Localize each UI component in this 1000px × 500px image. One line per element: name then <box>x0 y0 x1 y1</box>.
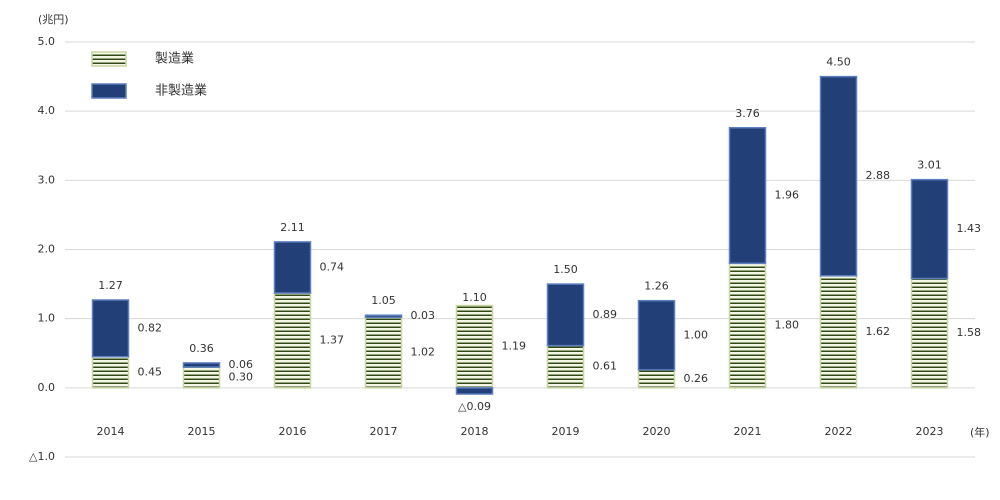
value-label: △0.09 <box>458 400 491 413</box>
y-axis-label: (兆円) <box>38 13 69 26</box>
x-tick-label: 2014 <box>97 425 125 438</box>
bar-segment <box>182 362 221 368</box>
x-tick-label: 2016 <box>279 425 307 438</box>
bar-segment <box>910 277 949 389</box>
bar-segment <box>273 292 312 389</box>
bar-segment <box>364 316 403 389</box>
x-tick-label: 2021 <box>734 425 762 438</box>
x-tick-label: 2023 <box>916 425 944 438</box>
total-label: 3.01 <box>917 159 942 172</box>
value-label: 0.06 <box>229 358 254 371</box>
value-label: 1.62 <box>866 325 891 338</box>
total-label: 2.11 <box>280 221 305 234</box>
bar-segment <box>182 366 221 389</box>
bar-segment <box>819 275 858 389</box>
bar-segment <box>91 299 130 358</box>
y-tick-label: 4.0 <box>38 104 56 117</box>
value-label: 0.26 <box>684 372 709 385</box>
bar-segment <box>910 178 949 280</box>
value-label: 0.03 <box>411 309 436 322</box>
y-tick-label: 1.0 <box>38 312 56 325</box>
total-label: 4.50 <box>826 56 851 69</box>
y-tick-label: 0.0 <box>38 381 56 394</box>
value-label: 2.88 <box>866 169 891 182</box>
value-label: 1.80 <box>775 319 800 332</box>
value-label: 1.96 <box>775 189 800 202</box>
total-label: 1.10 <box>462 291 487 304</box>
bar-segment <box>91 355 130 389</box>
y-tick-label: △1.0 <box>29 450 55 463</box>
bar-segment <box>273 241 312 294</box>
x-tick-label: 2020 <box>643 425 671 438</box>
total-label: 3.76 <box>735 107 760 120</box>
total-label: 1.26 <box>644 280 669 293</box>
value-label: 0.30 <box>229 370 254 383</box>
value-label: 1.02 <box>411 346 436 359</box>
x-tick-label: 2017 <box>370 425 398 438</box>
y-tick-label: 3.0 <box>38 173 56 186</box>
value-label: 0.89 <box>593 308 618 321</box>
x-tick-label: 2018 <box>461 425 489 438</box>
legend-text: 非製造業 <box>155 83 207 99</box>
x-tick-label: 2022 <box>825 425 853 438</box>
bar-segment <box>455 304 494 389</box>
bar-segment <box>819 75 858 277</box>
bar-segment <box>546 283 585 347</box>
bar-segment <box>546 344 585 389</box>
legend-swatch <box>91 83 127 99</box>
y-tick-label: 5.0 <box>38 35 56 48</box>
bar-segment <box>728 127 767 265</box>
value-label: 0.61 <box>593 360 618 373</box>
bar-segment <box>637 299 676 371</box>
total-label: 1.05 <box>371 294 396 307</box>
legend-swatch <box>91 51 127 67</box>
bar-segment <box>455 387 494 395</box>
x-tick-label: 2015 <box>188 425 216 438</box>
total-label: 0.36 <box>189 342 214 355</box>
x-axis-label: (年) <box>970 425 990 439</box>
value-label: 1.19 <box>502 340 527 353</box>
bar-segment <box>364 314 403 319</box>
total-label: 1.50 <box>553 263 578 276</box>
bar-segment <box>728 262 767 389</box>
value-label: 1.43 <box>957 222 982 235</box>
value-label: 1.37 <box>320 333 345 346</box>
x-tick-label: 2019 <box>552 425 580 438</box>
legend-text: 製造業 <box>155 51 194 67</box>
value-label: 1.00 <box>684 328 709 341</box>
value-label: 0.74 <box>320 260 345 273</box>
y-tick-label: 2.0 <box>38 243 56 256</box>
value-label: 0.45 <box>138 365 163 378</box>
value-label: 0.82 <box>138 321 163 334</box>
total-label: 1.27 <box>98 279 123 292</box>
bar-segment <box>637 369 676 389</box>
value-label: 1.58 <box>957 326 982 339</box>
